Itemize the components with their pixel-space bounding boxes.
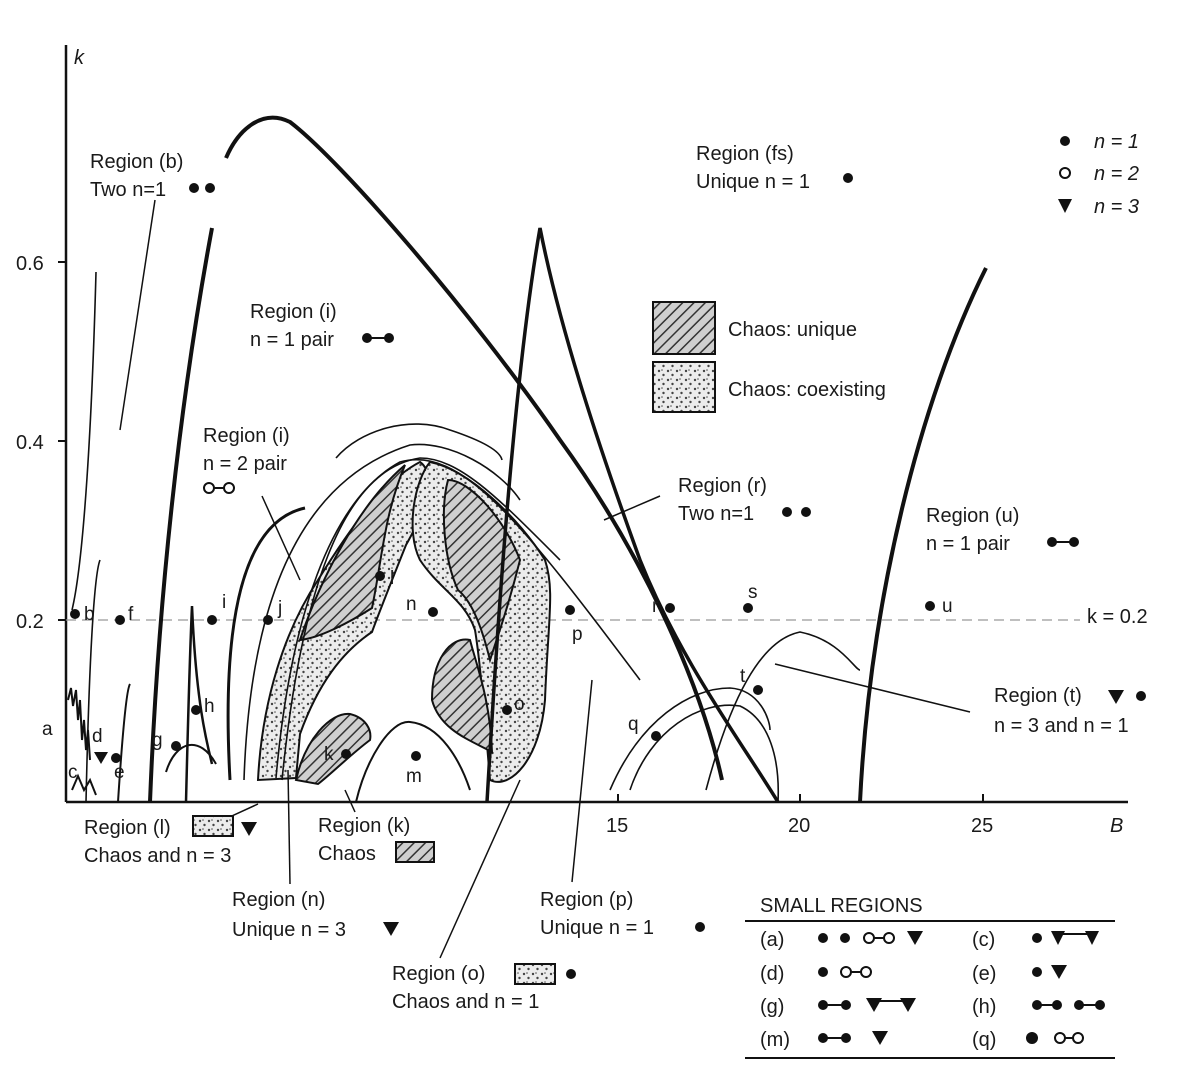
point-n-label: n — [406, 594, 417, 615]
region-p-desc: Unique n = 1 — [540, 917, 654, 939]
point-i-label: i — [222, 592, 226, 613]
small-regions-title: SMALL REGIONS — [760, 895, 923, 917]
small-region-e-label: (e) — [972, 963, 996, 985]
region-k-desc: Chaos — [318, 843, 376, 865]
chaos-coexisting-swatch — [652, 361, 716, 413]
point-c-label: c — [68, 762, 78, 783]
x-tick-label: 15 — [606, 815, 628, 837]
point-s-label: s — [748, 582, 758, 603]
reference-line-label: k = 0.2 — [1087, 606, 1148, 628]
x-tick-label: 20 — [788, 815, 810, 837]
region-fs-title: Region (fs) — [696, 143, 794, 165]
x-tick-label: 25 — [971, 815, 993, 837]
point-l-label: l — [390, 568, 394, 589]
region-i-n2-desc: n = 2 pair — [203, 453, 287, 475]
legend: n = 1 n = 2 n = 3 Chaos: unique Chaos: c… — [652, 131, 1139, 413]
point-e-label: e — [114, 762, 125, 783]
point-f-label: f — [128, 604, 134, 625]
legend-chaos-coexisting: Chaos: coexisting — [728, 379, 886, 401]
y-axis-label: k — [74, 47, 85, 69]
small-region-a-boundary — [67, 687, 91, 761]
region-i-n1-title: Region (i) — [250, 301, 337, 323]
point-m-label: m — [406, 766, 422, 787]
point-u-label: u — [942, 596, 953, 617]
point-r-label: r — [652, 596, 659, 617]
region-u-desc: n = 1 pair — [926, 533, 1010, 555]
region-n-desc: Unique n = 3 — [232, 919, 346, 941]
chaos-regions — [256, 460, 552, 786]
chaos-unique-region-upper — [298, 464, 406, 642]
region-p-title: Region (p) — [540, 889, 633, 911]
small-region-a-label: (a) — [760, 929, 784, 951]
point-markers: a b c d e f g h i j k l m n o p q r — [42, 568, 953, 787]
small-regions-table: SMALL REGIONS (a) (c) (d) (e) (g) (h) (m… — [745, 895, 1115, 1059]
point-o-label: o — [514, 694, 525, 715]
y-tick-label: 0.2 — [16, 611, 44, 633]
chaos-unique-region-center — [442, 478, 522, 664]
point-q-label: q — [628, 714, 639, 735]
point-d-label: d — [92, 726, 103, 747]
n3-legend-marker — [1058, 199, 1072, 213]
point-a-label: a — [42, 719, 53, 740]
small-region-g-label: (g) — [760, 996, 784, 1018]
small-region-c-boundary — [71, 773, 97, 796]
region-o-desc: Chaos and n = 1 — [392, 991, 539, 1013]
region-k-title: Region (k) — [318, 815, 410, 837]
point-k-label: k — [324, 744, 334, 765]
region-r-title: Region (r) — [678, 475, 767, 497]
region-u-title: Region (u) — [926, 505, 1019, 527]
point-g-label: g — [152, 730, 163, 751]
region-fs-desc: Unique n = 1 — [696, 171, 810, 193]
region-b-desc: Two n=1 — [90, 179, 166, 201]
point-p-label: p — [572, 624, 583, 645]
region-r-desc: Two n=1 — [678, 503, 754, 525]
point-t-label: t — [740, 666, 746, 687]
region-l-desc: Chaos and n = 3 — [84, 845, 231, 867]
region-labels: Region (b) Two n=1 Region (fs) Unique n … — [84, 143, 1146, 1013]
chaos-unique-region-o — [430, 638, 494, 754]
legend-n1: n = 1 — [1094, 131, 1139, 153]
n1-legend-marker — [1060, 136, 1070, 146]
axes: k B 0.6 0.4 0.2 15 20 25 k = 0.2 — [16, 45, 1148, 837]
small-region-c-label: (c) — [972, 929, 995, 951]
n2-legend-marker — [1059, 167, 1071, 179]
boundary-curves — [71, 115, 988, 803]
small-region-m-label: (m) — [760, 1029, 790, 1051]
x-axis-label: B — [1110, 815, 1123, 837]
legend-n3: n = 3 — [1094, 196, 1139, 218]
small-region-d-label: (d) — [760, 963, 784, 985]
legend-n2: n = 2 — [1094, 163, 1139, 185]
y-tick-label: 0.4 — [16, 432, 44, 454]
chaos-unique-swatch — [652, 301, 716, 355]
legend-chaos-unique: Chaos: unique — [728, 319, 857, 341]
region-i-n2-title: Region (i) — [203, 425, 290, 447]
y-tick-label: 0.6 — [16, 253, 44, 275]
region-o-title: Region (o) — [392, 963, 485, 985]
small-region-h-label: (h) — [972, 996, 996, 1018]
region-t-title: Region (t) — [994, 685, 1082, 707]
point-h-label: h — [204, 696, 215, 717]
region-b-title: Region (b) — [90, 151, 183, 173]
region-l-title: Region (l) — [84, 817, 171, 839]
small-region-q-label: (q) — [972, 1029, 996, 1051]
point-j-label: j — [277, 598, 282, 619]
region-n-title: Region (n) — [232, 889, 325, 911]
region-i-n1-desc: n = 1 pair — [250, 329, 334, 351]
point-b-label: b — [84, 604, 95, 625]
chaos-unique-region-k — [294, 712, 372, 786]
region-t-desc: n = 3 and n = 1 — [994, 715, 1129, 737]
